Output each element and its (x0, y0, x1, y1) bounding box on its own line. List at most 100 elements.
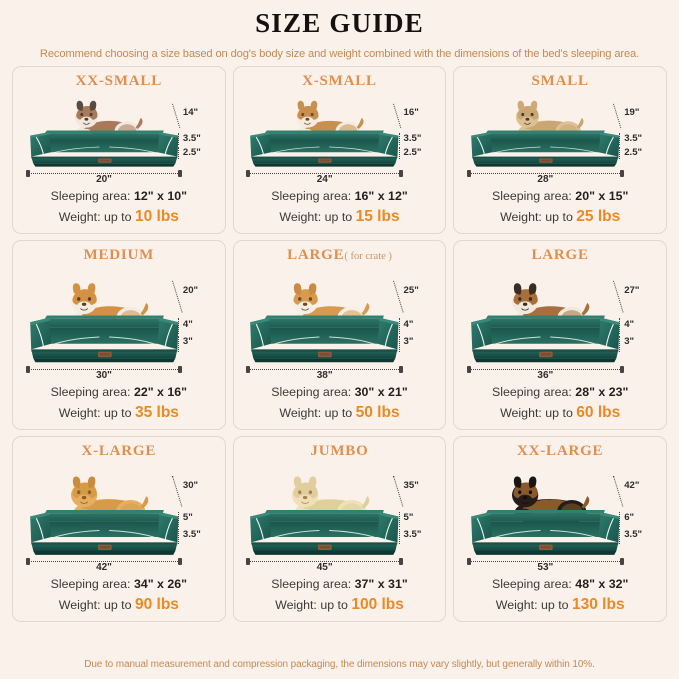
base-height-label: 3" (403, 336, 414, 347)
width-label: 20" (96, 174, 112, 186)
bed-illustration-wrap (26, 463, 183, 556)
width-endcap-left (467, 558, 472, 566)
sleeping-area-line: Sleeping area: 12" x 10" (13, 188, 225, 206)
size-card[interactable]: LARGE( for crate ) (232, 239, 447, 430)
width-dimension-group: 20" (25, 170, 183, 186)
weight-line: Weight: up to 60 lbs (454, 402, 666, 424)
width-endcap-left (246, 366, 251, 374)
size-card-name: JUMBO (310, 442, 369, 459)
weight-value: 50 lbs (355, 403, 400, 421)
width-endcap-left (467, 366, 472, 374)
size-card[interactable]: LARGE (453, 239, 667, 430)
width-endcap-right (399, 366, 403, 374)
base-height-label: 2.5" (182, 146, 201, 158)
width-endcap-right (399, 170, 403, 178)
size-card-name: X-LARGE (81, 442, 157, 459)
sleeping-area-line: Sleeping area: 22" x 16" (13, 384, 225, 402)
size-card-grid: XX-SMALL (0, 62, 679, 622)
size-card-specs: Sleeping area: 20" x 15" Weight: up to 2… (454, 188, 666, 233)
sleeping-area-prefix: Sleeping area: (491, 189, 576, 204)
sleeping-area-value: 34" x 26" (133, 577, 188, 592)
width-label: 42" (96, 562, 112, 574)
back-height-label: 42" (624, 479, 640, 491)
size-card-specs: Sleeping area: 28" x 23" Weight: up to 6… (454, 384, 666, 429)
sleeping-area-prefix: Sleeping area: (271, 189, 355, 204)
sleeping-area-value: 16" x 12" (354, 189, 408, 204)
sleeping-area-prefix: Sleeping area: (50, 189, 134, 204)
sleeping-area-value: 28" x 23" (575, 385, 629, 400)
back-height-label: 25" (403, 284, 419, 296)
back-height-label: 19" (624, 106, 640, 118)
weight-line: Weight: up to 25 lbs (454, 206, 666, 228)
base-height-label: 2.5" (624, 146, 643, 158)
width-endcap-right (399, 558, 403, 566)
bed-graphic (467, 120, 624, 168)
bolster-height-label: 4" (403, 318, 414, 330)
width-label: 28" (537, 174, 554, 186)
width-label: 36" (537, 370, 554, 382)
sleeping-area-prefix: Sleeping area: (491, 385, 576, 400)
width-dimension-group: 30" (25, 366, 183, 382)
size-card-title: XX-SMALL (76, 73, 162, 90)
sleeping-area-prefix: Sleeping area: (271, 577, 355, 592)
size-card[interactable]: X-LARGE (12, 435, 226, 622)
size-card-specs: Sleeping area: 34" x 26" Weight: up to 9… (13, 576, 225, 621)
bolster-height-label: 6" (624, 512, 635, 524)
size-card-title: LARGE (531, 247, 588, 264)
back-height-label: 14" (182, 106, 199, 118)
size-card[interactable]: SMALL (453, 65, 667, 234)
dog-bed-illustration (471, 315, 620, 363)
width-dimension-line (467, 173, 624, 175)
bed-graphic (246, 120, 403, 168)
bolster-height-label: 3.5" (624, 133, 643, 145)
width-endcap-left (25, 558, 30, 566)
sleeping-area-value: 12" x 10" (133, 189, 188, 204)
width-dimension-line (246, 173, 403, 175)
bolster-height-label: 3.5" (182, 133, 201, 145)
sleeping-area-line: Sleeping area: 16" x 12" (234, 188, 446, 206)
weight-value: 25 lbs (576, 207, 621, 225)
weight-line: Weight: up to 15 lbs (234, 206, 446, 228)
size-card-title: LARGE( for crate ) (287, 247, 392, 264)
weight-prefix: Weight: up to (500, 209, 577, 224)
weight-line: Weight: up to 130 lbs (454, 594, 666, 616)
width-dimension-group: 45" (246, 558, 403, 574)
sleeping-area-line: Sleeping area: 20" x 15" (454, 188, 666, 206)
size-card-name: XX-SMALL (75, 72, 163, 89)
size-card-illustration: 20" 4" 3" 30" (13, 263, 225, 384)
sleeping-area-prefix: Sleeping area: (50, 385, 134, 400)
bed-graphic (26, 497, 183, 556)
weight-line: Weight: up to 100 lbs (234, 594, 446, 616)
size-card[interactable]: XX-LARGE (453, 435, 667, 622)
width-label: 45" (316, 562, 333, 574)
sleeping-area-line: Sleeping area: 48" x 32" (454, 576, 666, 594)
sleeping-area-line: Sleeping area: 30" x 21" (234, 384, 446, 402)
size-card[interactable]: XX-SMALL (12, 65, 226, 234)
bed-graphic (26, 120, 183, 168)
width-dimension-line (246, 369, 403, 371)
size-card[interactable]: X-SMALL (232, 65, 447, 234)
weight-line: Weight: up to 50 lbs (234, 402, 446, 424)
bolster-height-label: 5" (403, 512, 414, 524)
sleeping-area-prefix: Sleeping area: (491, 577, 576, 592)
back-height-label: 30" (182, 479, 199, 491)
footer-note: Due to manual measurement and compressio… (84, 659, 595, 670)
width-dimension-group: 38" (246, 366, 403, 382)
size-card[interactable]: MEDIUM (12, 239, 226, 430)
size-card-illustration: 25" 4" 3" 38" (234, 263, 446, 384)
dog-bed-illustration (29, 509, 179, 555)
size-card-specs: Sleeping area: 48" x 32" Weight: up to 1… (454, 576, 666, 621)
width-endcap-right (178, 366, 183, 374)
size-card[interactable]: JUMBO (232, 435, 447, 622)
weight-prefix: Weight: up to (279, 209, 356, 224)
width-label: 38" (316, 370, 333, 382)
bed-illustration-wrap (246, 267, 403, 364)
width-endcap-right (619, 366, 624, 374)
base-height-label: 3.5" (182, 529, 201, 541)
weight-value: 100 lbs (351, 595, 404, 613)
base-height-label: 2.5" (403, 146, 422, 158)
weight-value: 60 lbs (576, 403, 621, 421)
bed-graphic (246, 497, 403, 556)
width-endcap-left (25, 170, 30, 178)
